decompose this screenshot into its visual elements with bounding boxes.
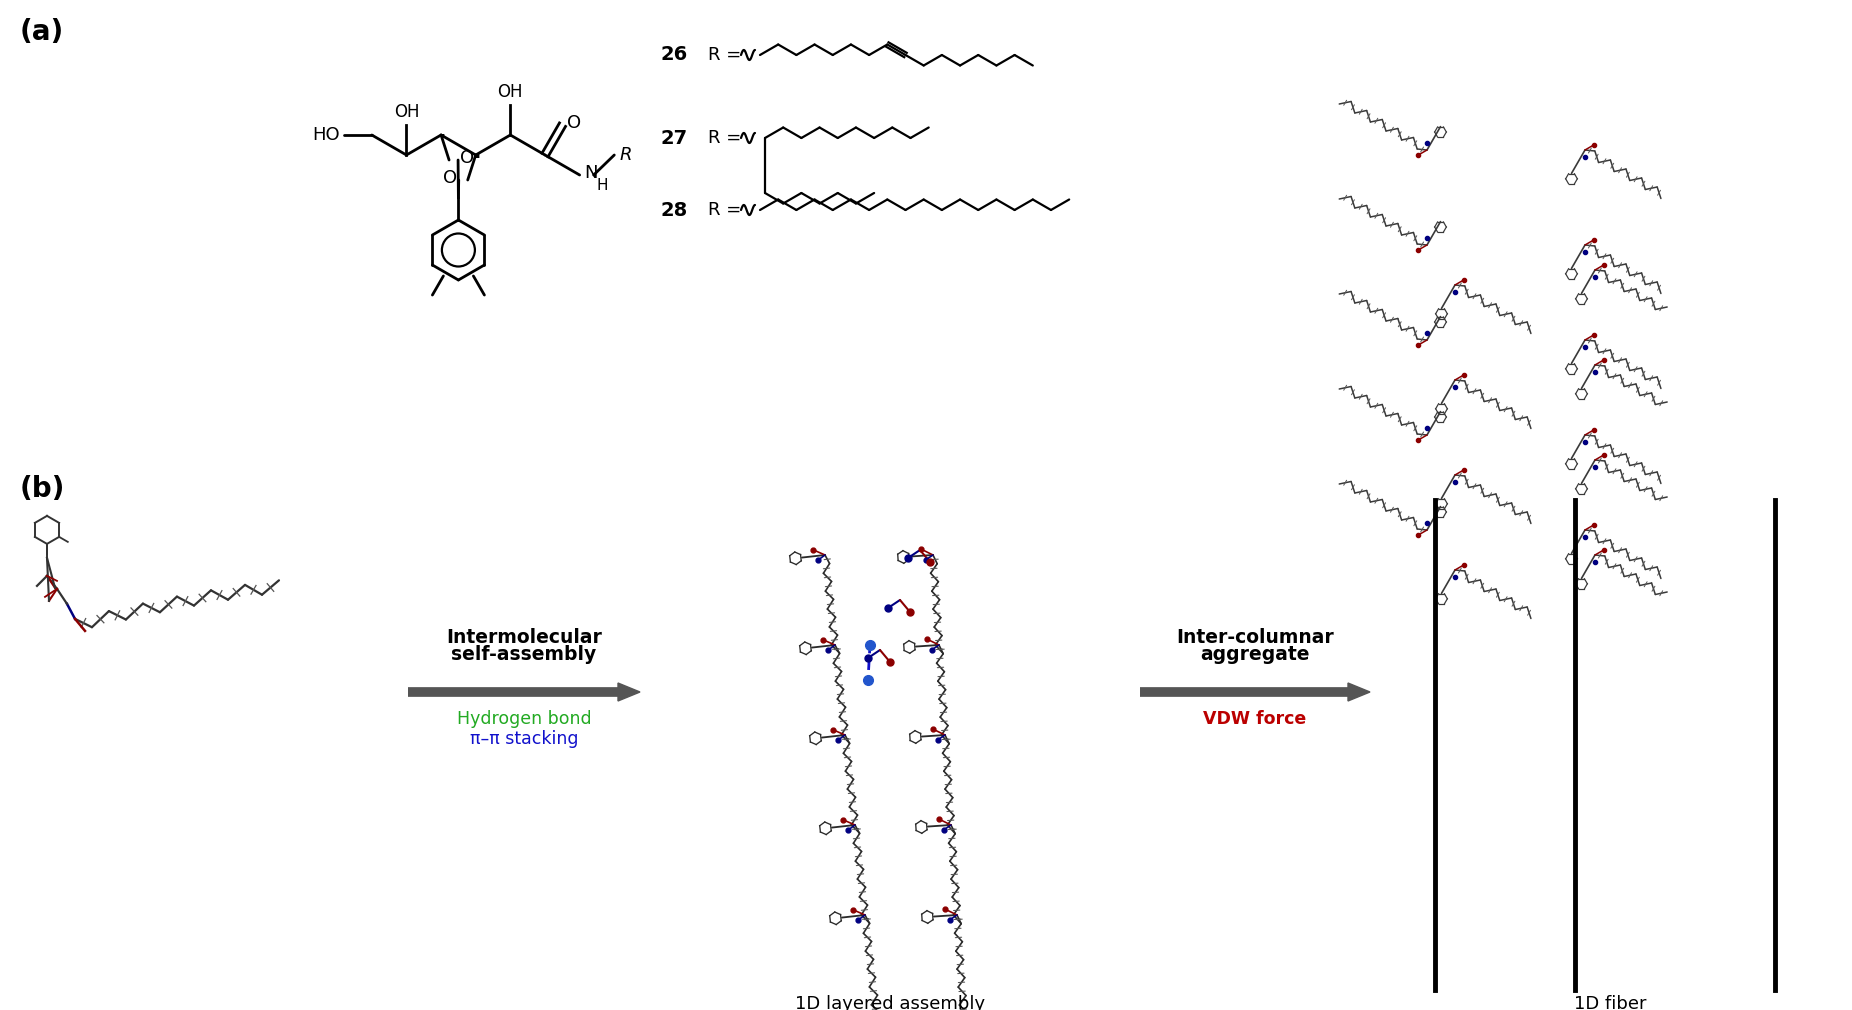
Text: (a): (a) bbox=[20, 18, 65, 46]
Text: self-assembly: self-assembly bbox=[452, 645, 596, 664]
Text: O: O bbox=[459, 149, 474, 167]
Text: Intermolecular: Intermolecular bbox=[446, 628, 602, 647]
Text: π–π stacking: π–π stacking bbox=[470, 730, 578, 748]
Text: R =: R = bbox=[707, 46, 741, 64]
Text: OH: OH bbox=[498, 83, 522, 101]
Polygon shape bbox=[619, 683, 641, 701]
Text: Inter-columnar: Inter-columnar bbox=[1176, 628, 1333, 647]
Text: Hydrogen bond: Hydrogen bond bbox=[457, 710, 591, 728]
Text: 1D fiber: 1D fiber bbox=[1574, 995, 1646, 1010]
Text: R =: R = bbox=[707, 129, 741, 147]
Text: aggregate: aggregate bbox=[1200, 645, 1309, 664]
Text: N: N bbox=[585, 164, 598, 182]
Text: R: R bbox=[619, 146, 632, 164]
Text: R =: R = bbox=[707, 201, 741, 219]
Text: OH: OH bbox=[394, 103, 419, 121]
Text: O: O bbox=[567, 114, 582, 131]
Text: (b): (b) bbox=[20, 475, 65, 503]
Text: 27: 27 bbox=[661, 128, 687, 147]
Text: HO: HO bbox=[313, 126, 339, 144]
Text: H: H bbox=[596, 178, 607, 193]
Text: O: O bbox=[443, 169, 457, 187]
Text: 26: 26 bbox=[661, 45, 687, 65]
Text: 28: 28 bbox=[661, 201, 687, 219]
Text: ·: · bbox=[439, 128, 446, 147]
Text: VDW force: VDW force bbox=[1204, 710, 1308, 728]
Polygon shape bbox=[1348, 683, 1370, 701]
Text: ·: · bbox=[474, 148, 482, 168]
Text: 1D layered assembly: 1D layered assembly bbox=[795, 995, 985, 1010]
